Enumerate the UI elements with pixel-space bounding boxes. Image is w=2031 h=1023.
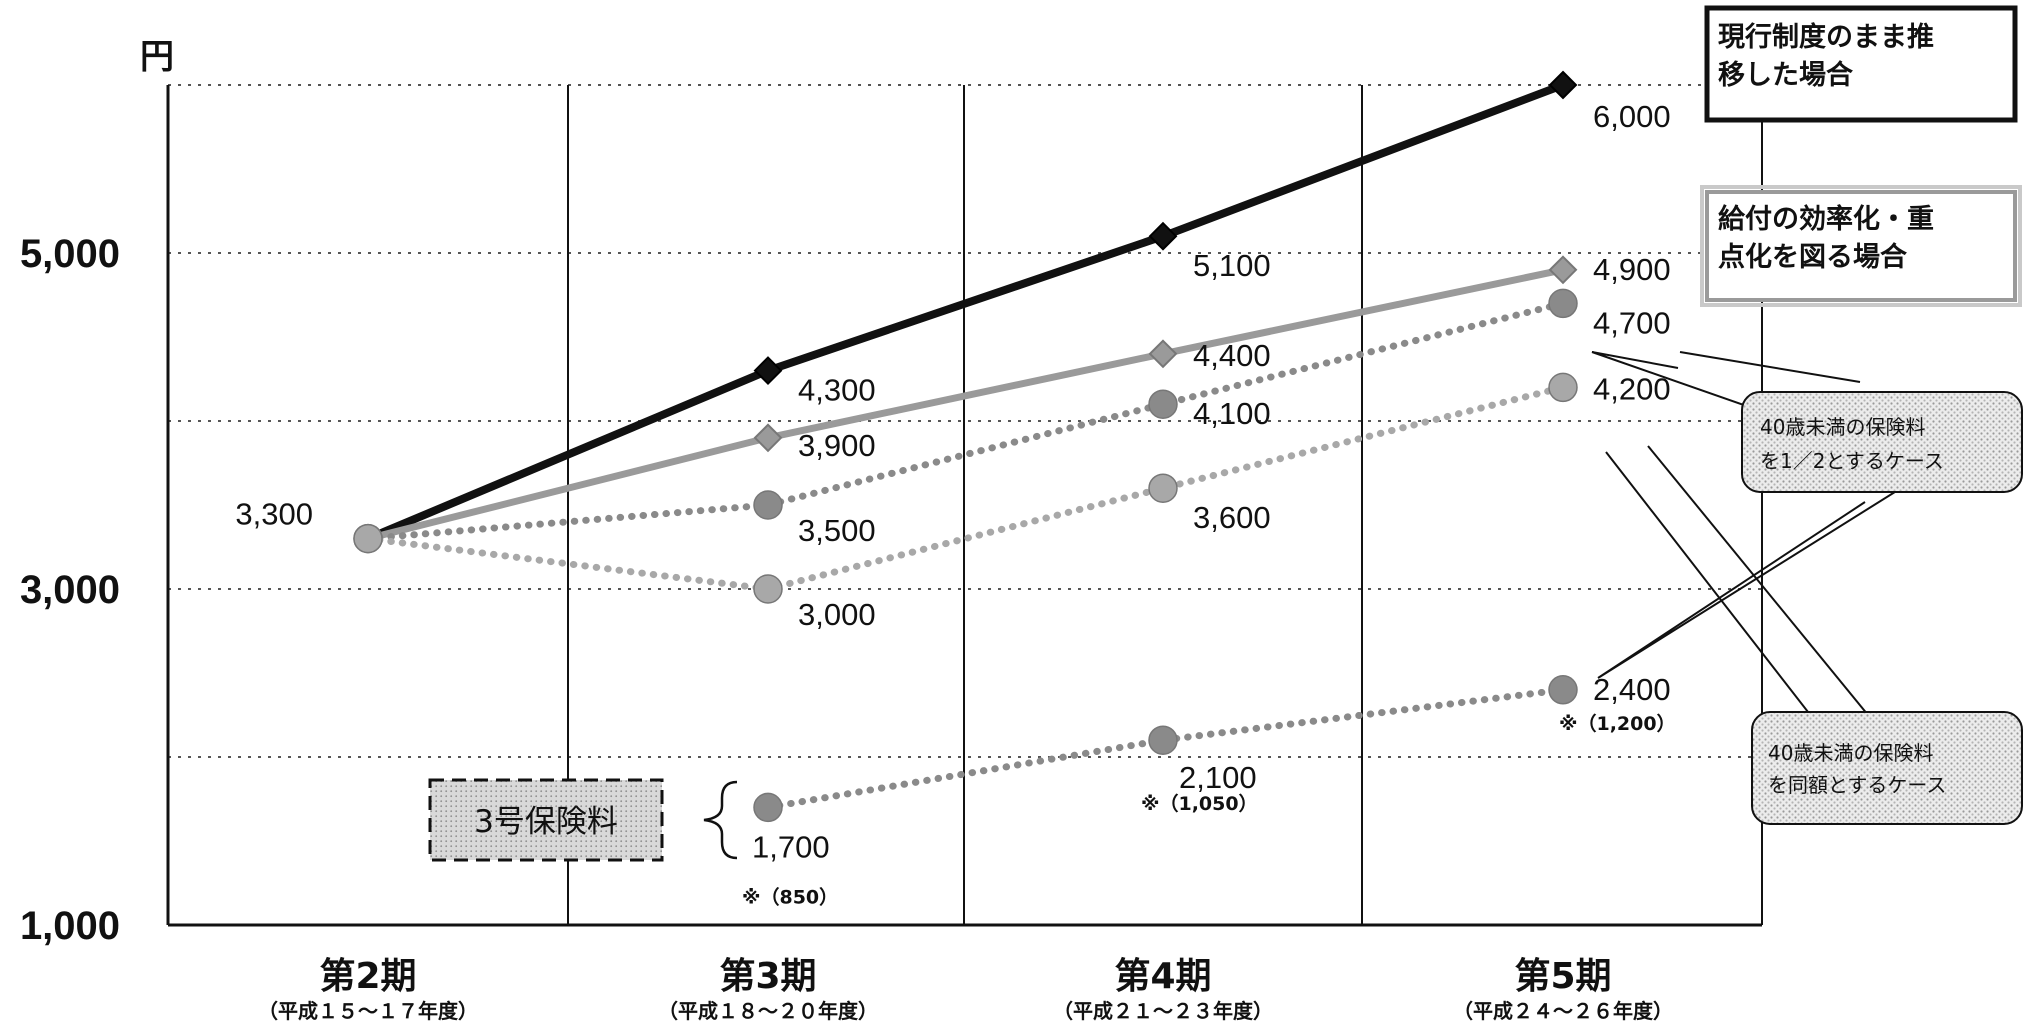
series-1-point [753, 423, 783, 453]
legend-box-current-system: 現行制度のまま推 移した場合 [1704, 5, 2018, 123]
series-1-line [367, 266, 1564, 542]
x-category-label: 第3期 [719, 956, 816, 997]
data-label: 2,400 [1593, 672, 1671, 707]
callout-half-line1: 40歳未満の保険料 [1760, 415, 1925, 439]
series-0-point [1148, 221, 1178, 251]
series-3-point [1548, 372, 1578, 403]
series-layer [353, 70, 1578, 823]
data-label: 4,300 [798, 373, 876, 408]
no3-premium-label: 3号保険料 [474, 804, 618, 840]
series-4-point [753, 792, 783, 823]
series-2-point [1548, 288, 1578, 319]
x-category-sublabel: （平成２１～２３年度） [1053, 999, 1273, 1023]
y-tick-label: 3,000 [20, 568, 120, 612]
x-category-labels: 第2期（平成１５～１７年度） 第3期（平成１８～２０年度） 第4期（平成２１～２３年… [258, 956, 1673, 1023]
series-2-line [364, 299, 1567, 543]
data-label: 2,100 [1179, 760, 1257, 795]
callout-same-premium: 40歳未満の保険料 を同額とするケース [1751, 711, 2023, 825]
legend-box-efficiency-line2: 点化を図る場合 [1718, 241, 1907, 273]
callout-same-line2: を同額とするケース [1768, 773, 1946, 797]
series-1-point [1148, 339, 1178, 369]
series-3-point [1148, 473, 1178, 503]
series-0-point [1548, 70, 1578, 100]
series-4-point [1148, 725, 1178, 755]
y-tick-label: 5,000 [20, 232, 120, 276]
y-axis-unit: 円 [140, 37, 174, 77]
data-labels-layer: 3,300 4,300 5,100 6,000 3,900 4,400 4,900 3,500… [235, 99, 1675, 908]
x-category-sublabel: （平成１８～２０年度） [658, 999, 878, 1023]
data-note: ※（1,050） [1141, 792, 1258, 815]
callout-same-line1: 40歳未満の保険料 [1768, 741, 1933, 765]
x-category-label: 第4期 [1114, 956, 1211, 997]
data-label: 4,400 [1193, 338, 1271, 373]
x-category-label: 第2期 [319, 956, 416, 997]
callout-half-line2: を1／2とするケース [1760, 449, 1944, 473]
series-0-line [366, 81, 1565, 543]
legend-box-current-line1: 現行制度のまま推 [1718, 21, 1934, 53]
legend-box-current-line2: 移した場合 [1718, 59, 1853, 91]
data-label: 6,000 [1593, 99, 1671, 134]
y-tick-labels: 1,000 3,000 5,000 [20, 232, 120, 948]
data-label: 4,100 [1193, 396, 1271, 431]
data-label: 4,900 [1593, 252, 1671, 287]
data-label: 1,700 [752, 829, 830, 864]
series-4-point [1548, 675, 1578, 705]
legend-box-efficiency-line1: 給付の効率化・重 [1718, 203, 1934, 235]
data-label: 5,100 [1193, 248, 1271, 283]
data-label: 3,500 [798, 513, 876, 548]
no3-premium-box: 3号保険料 [428, 778, 664, 862]
x-category-sublabel: （平成２４～２６年度） [1453, 999, 1673, 1023]
no3-brace [703, 780, 738, 860]
data-label: 3,300 [235, 497, 313, 532]
x-category-label: 第5期 [1514, 956, 1611, 997]
data-label: 3,000 [798, 597, 876, 632]
series-3-line [364, 383, 1567, 593]
series-3-point [753, 574, 783, 604]
legend-box-efficiency: 給付の効率化・重 点化を図る場合 [1700, 185, 2022, 307]
data-label: 3,600 [1193, 500, 1271, 535]
data-label: 4,200 [1593, 371, 1671, 406]
data-label: 4,700 [1593, 305, 1671, 340]
series-1-point [1548, 255, 1578, 285]
data-label: 3,900 [798, 428, 876, 463]
callout-half-premium: 40歳未満の保険料 を1／2とするケース [1741, 391, 2023, 493]
series-2-point [753, 490, 783, 520]
x-category-sublabel: （平成１５～１７年度） [258, 999, 478, 1023]
series-3-point [353, 523, 383, 554]
series-2-point [1148, 389, 1178, 419]
series-0-point [753, 356, 783, 386]
data-note: ※（1,200） [1559, 712, 1676, 735]
data-note: ※（850） [742, 885, 838, 908]
y-tick-label: 1,000 [20, 904, 120, 948]
